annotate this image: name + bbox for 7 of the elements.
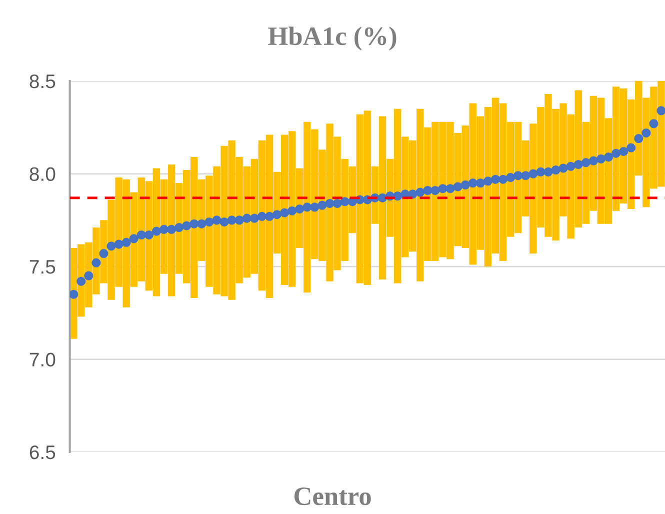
y-tick-label: 7.5 (30, 260, 56, 274)
y-tick-label: 7.0 (30, 352, 56, 366)
x-axis-title: Centro (294, 487, 371, 506)
y-tick-label: 8.0 (30, 167, 56, 181)
chart-title: HbA1c (%) (268, 26, 396, 51)
y-tick-label: 8.5 (30, 74, 56, 88)
y-tick-label: 6.5 (30, 445, 56, 460)
